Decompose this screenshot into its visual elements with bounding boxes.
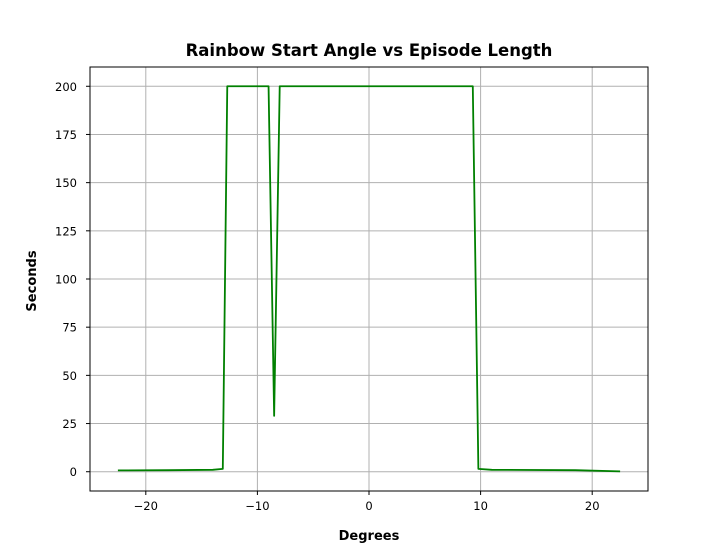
y-tick-label: 175 [55,128,77,142]
y-axis: 0 25 50 75 100 125 150 175 200 [55,80,90,479]
x-tick-label: 10 [473,499,488,513]
y-tick-label: 125 [55,224,77,238]
series-line [117,85,621,473]
x-axis: −20 −10 0 10 20 [134,491,600,513]
x-tick-label: −10 [245,499,269,513]
y-tick-label: 150 [55,176,77,190]
y-tick-label: 200 [55,80,77,94]
y-tick-label: 25 [62,417,77,431]
chart-title: Rainbow Start Angle vs Episode Length [186,41,553,60]
x-axis-label: Degrees [339,529,400,544]
x-tick-label: 0 [365,499,372,513]
y-tick-label: 75 [62,321,77,335]
y-tick-label: 0 [70,465,77,479]
x-tick-label: −20 [134,499,158,513]
y-tick-label: 100 [55,273,77,287]
y-tick-label: 50 [62,369,77,383]
x-tick-label: 20 [585,499,600,513]
y-axis-label: Seconds [25,250,40,311]
grid [90,67,648,491]
series-layer [117,85,621,473]
